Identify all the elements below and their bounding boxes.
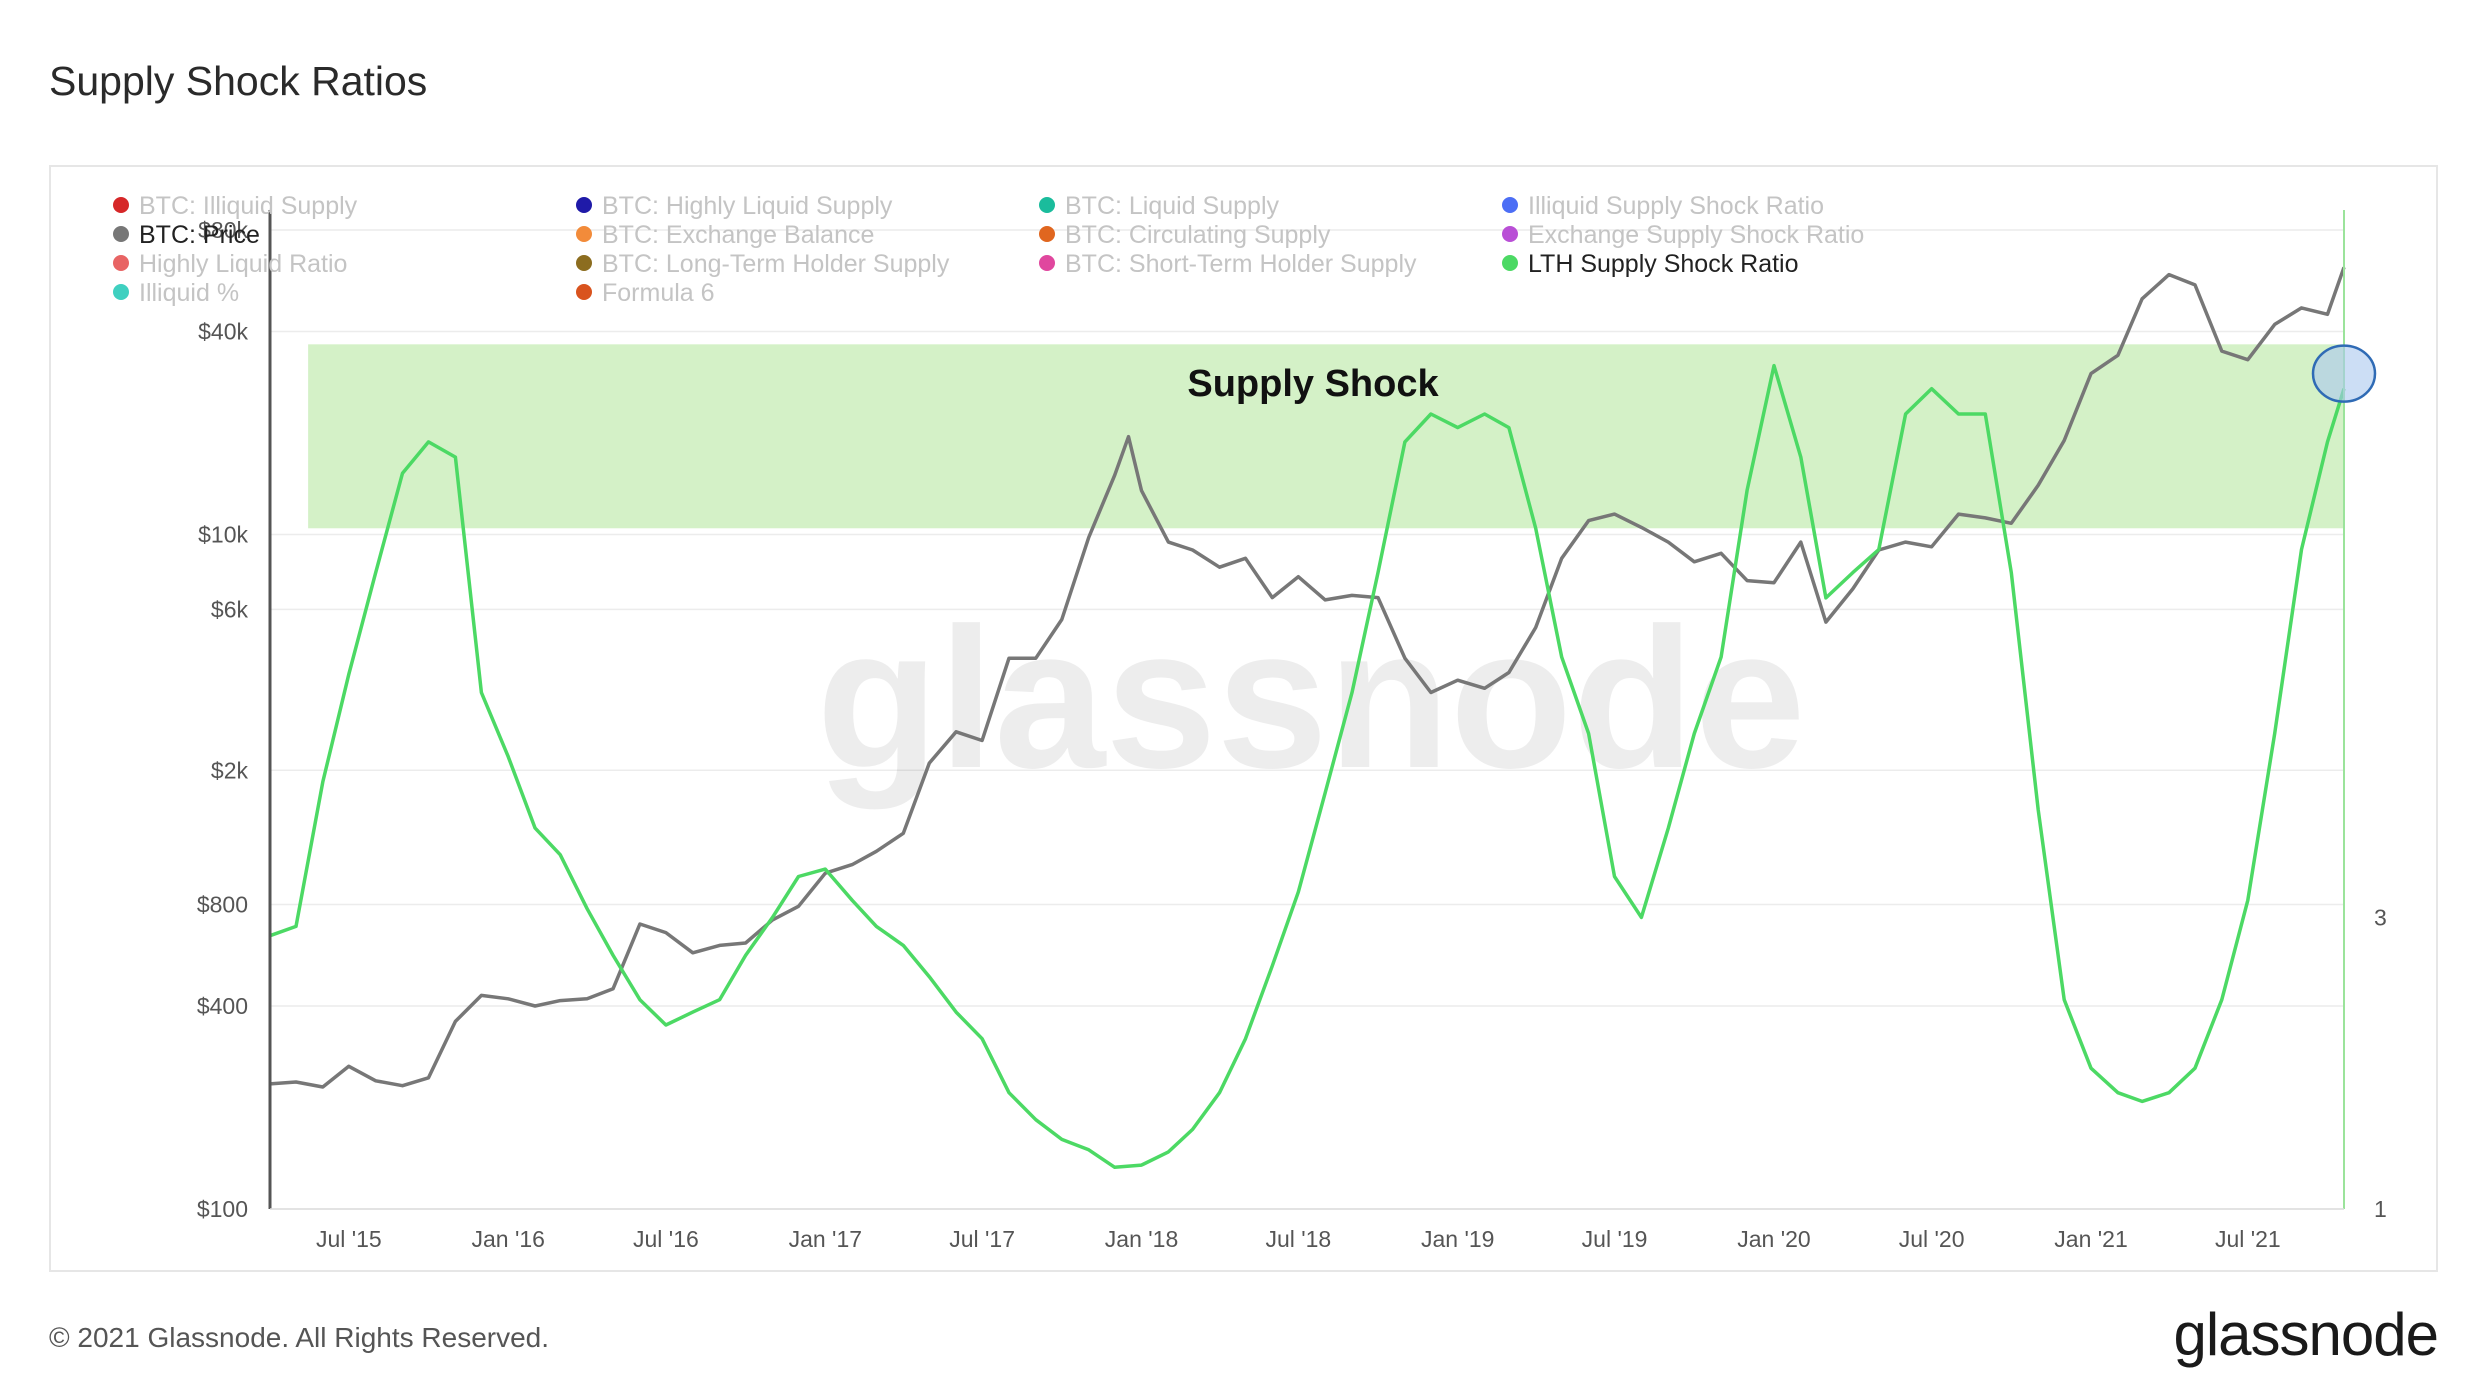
legend-item[interactable]: BTC: Liquid Supply — [1039, 192, 1280, 220]
legend-item[interactable]: BTC: Highly Liquid Supply — [576, 192, 893, 220]
footer-copyright: © 2021 Glassnode. All Rights Reserved. — [49, 1322, 550, 1353]
y-right-tick-label: 1 — [2374, 1196, 2387, 1222]
x-tick-label: Jul '17 — [949, 1226, 1015, 1252]
highlight-circle — [2311, 344, 2377, 403]
x-tick-label: Jan '20 — [1737, 1226, 1810, 1252]
legend-swatch — [576, 284, 592, 300]
y-left-tick-label: $10k — [198, 522, 248, 548]
legend-swatch — [1502, 255, 1518, 271]
legend-label: BTC: Liquid Supply — [1065, 192, 1280, 220]
legend-item[interactable]: BTC: Circulating Supply — [1039, 221, 1331, 249]
legend-swatch — [1039, 197, 1055, 213]
x-tick-label: Jul '15 — [316, 1226, 382, 1252]
legend-item[interactable]: Formula 6 — [576, 279, 715, 307]
legend-label: BTC: Exchange Balance — [602, 221, 874, 249]
page-title: Supply Shock Ratios — [49, 58, 428, 104]
grid-lines — [270, 229, 2344, 1210]
x-tick-label: Jan '18 — [1105, 1226, 1178, 1252]
x-tick-label: Jul '16 — [633, 1226, 699, 1252]
x-tick-label: Jan '16 — [472, 1226, 545, 1252]
legend-label: LTH Supply Shock Ratio — [1528, 250, 1799, 278]
legend-item[interactable]: Exchange Supply Shock Ratio — [1502, 221, 1864, 249]
supply-shock-label: Supply Shock — [1187, 363, 1439, 405]
axes: $100 $400 $800 $2k $6k $10k $40k $80k 1 3 Jul '15 J… — [197, 210, 2387, 1252]
legend-label: BTC: Long-Term Holder Supply — [602, 250, 950, 278]
y-right-tick-label: 3 — [2374, 904, 2387, 930]
x-tick-label: Jan '17 — [789, 1226, 862, 1252]
y-left-tick-label: $80k — [198, 217, 248, 243]
legend-item[interactable]: BTC: Illiquid Supply — [113, 192, 358, 220]
annotations: Supply Shock — [1187, 344, 2377, 405]
x-tick-label: Jul '21 — [2215, 1226, 2281, 1252]
legend-swatch — [576, 255, 592, 271]
legend-item[interactable]: Illiquid % — [113, 279, 239, 307]
legend-item[interactable]: BTC: Exchange Balance — [576, 221, 874, 249]
legend-label: BTC: Circulating Supply — [1065, 221, 1331, 249]
legend-swatch — [1039, 255, 1055, 271]
legend-swatch — [113, 255, 129, 271]
x-tick-label: Jan '19 — [1421, 1226, 1494, 1252]
legend-label: Illiquid Supply Shock Ratio — [1528, 192, 1824, 220]
y-left-tick-label: $400 — [197, 993, 248, 1019]
legend-swatch — [113, 226, 129, 242]
legend-swatch — [576, 226, 592, 242]
x-tick-label: Jul '20 — [1899, 1226, 1965, 1252]
glassnode-logo[interactable]: glassnode — [2173, 1301, 2439, 1368]
legend-item[interactable]: LTH Supply Shock Ratio — [1502, 250, 1799, 278]
watermark: glassnode — [816, 587, 1805, 810]
watermark-text: glassnode — [816, 587, 1805, 810]
legend-label: Formula 6 — [602, 279, 715, 307]
y-left-tick-label: $800 — [197, 891, 248, 917]
chart-panel: glassnode $100 $400 $800 $2k $6k $10k $40k $80k… — [49, 165, 2438, 1272]
legend-label: BTC: Price — [139, 221, 260, 249]
legend[interactable]: BTC: Illiquid Supply BTC: Highly Liquid S… — [113, 192, 1864, 307]
x-tick-label: Jan '21 — [2054, 1226, 2127, 1252]
legend-item[interactable]: Illiquid Supply Shock Ratio — [1502, 192, 1824, 220]
legend-label: Illiquid % — [139, 279, 239, 307]
legend-swatch — [113, 197, 129, 213]
legend-label: BTC: Short-Term Holder Supply — [1065, 250, 1417, 278]
legend-swatch — [1502, 197, 1518, 213]
series-lines — [269, 266, 2346, 1170]
y-left-tick-label: $2k — [211, 757, 249, 783]
supply-shock-band — [308, 344, 2344, 529]
chart-svg: glassnode $100 $400 $800 $2k $6k $10k $40k $80k… — [113, 192, 2387, 1252]
legend-item[interactable]: BTC: Long-Term Holder Supply — [576, 250, 950, 278]
y-left-tick-label: $40k — [198, 319, 248, 345]
y-left-tick-label: $100 — [197, 1196, 248, 1222]
legend-item[interactable]: Highly Liquid Ratio — [113, 250, 347, 278]
x-tick-label: Jul '19 — [1582, 1226, 1648, 1252]
legend-label: Highly Liquid Ratio — [139, 250, 347, 278]
legend-label: BTC: Highly Liquid Supply — [602, 192, 893, 220]
legend-label: BTC: Illiquid Supply — [139, 192, 358, 220]
y-left-tick-label: $6k — [211, 596, 249, 622]
legend-swatch — [1039, 226, 1055, 242]
supply-shock-band-rect — [308, 344, 2344, 529]
legend-label: Exchange Supply Shock Ratio — [1528, 221, 1864, 249]
lth-supply-shock-ratio-line — [269, 363, 2346, 1170]
legend-swatch — [576, 197, 592, 213]
legend-swatch — [113, 284, 129, 300]
legend-item[interactable]: BTC: Short-Term Holder Supply — [1039, 250, 1417, 278]
legend-swatch — [1502, 226, 1518, 242]
x-tick-label: Jul '18 — [1265, 1226, 1331, 1252]
legend-item[interactable]: BTC: Price — [113, 221, 260, 249]
